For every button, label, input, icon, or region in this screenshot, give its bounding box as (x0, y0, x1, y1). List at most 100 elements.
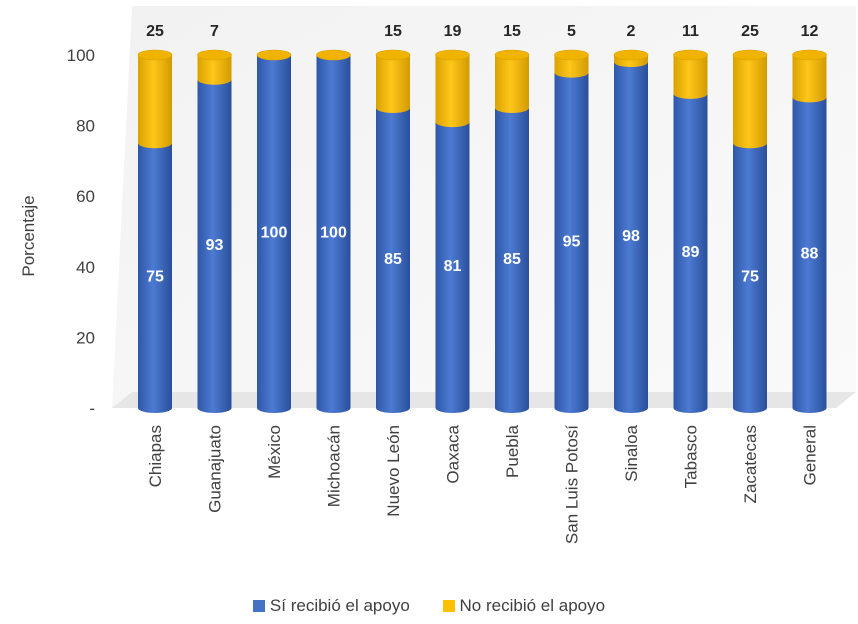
bar-no (376, 55, 410, 113)
bar-cap-no (732, 49, 768, 61)
back-wall (112, 6, 856, 408)
x-tick-label: Nuevo León (384, 425, 403, 517)
legend-swatch-si (252, 600, 265, 612)
floor (112, 392, 856, 408)
y-tick-label: 100 (67, 46, 95, 65)
x-tick-label: Zacatecas (741, 425, 760, 503)
bar-si (257, 55, 291, 413)
y-axis: - 20 40 60 80 100 (67, 46, 95, 418)
x-tick-label: Oaxaca (444, 424, 463, 483)
bar-no (673, 55, 708, 99)
data-label-si: 75 (741, 269, 759, 286)
data-label-si: 88 (801, 246, 819, 263)
y-tick-label: 40 (76, 258, 95, 277)
y-tick-label: - (89, 399, 95, 418)
y-tick-label: 20 (76, 328, 95, 347)
x-tick-label: México (265, 425, 284, 479)
x-tick-label: Tabasco (682, 425, 701, 488)
bar-group-0: 75 25 (137, 23, 173, 413)
bar-cap-no (435, 49, 470, 61)
bar-group-10: 75 25 (732, 23, 768, 413)
bar-no (197, 55, 232, 85)
bar-si (138, 143, 172, 413)
data-label-si: 95 (563, 233, 581, 250)
x-tick-label: Puebla (503, 424, 522, 477)
x-tick-label: San Luis Potosí (563, 425, 582, 544)
bar-cap (256, 49, 292, 61)
bar-cap-no (137, 49, 173, 61)
data-label-no: 7 (210, 23, 219, 40)
bar-group-1: 93 7 (197, 23, 232, 414)
bar-cap-no (673, 49, 708, 61)
data-label-no: 5 (567, 23, 576, 40)
data-label-no: 2 (627, 23, 636, 40)
plot-backdrop (112, 6, 856, 408)
bar-group-3: 100 (316, 49, 351, 413)
bar-si (435, 122, 470, 413)
bar-no (792, 55, 827, 103)
bar-cap-no (613, 49, 649, 61)
bar-si (792, 97, 827, 414)
legend-swatch-no (442, 600, 455, 612)
data-label-si: 75 (146, 269, 164, 286)
bar-si (316, 55, 351, 413)
legend-item-no: No recibió el apoyo (442, 596, 606, 616)
bar-si (733, 143, 767, 413)
bar-group-9: 89 11 (673, 23, 708, 413)
bar-group-8: 98 2 (613, 23, 649, 414)
bar-group-4: 85 15 (375, 23, 411, 413)
data-label-no: 15 (384, 23, 402, 40)
bar-no (733, 55, 767, 149)
bar-group-5: 81 19 (435, 23, 470, 413)
bar-no (138, 55, 172, 149)
data-label-si: 85 (384, 251, 402, 268)
legend-item-si: Sí recibió el apoyo (252, 596, 410, 616)
bar-si (614, 62, 648, 414)
bar-cap-no (197, 49, 232, 61)
x-axis: Chiapas Guanajuato México Michoacán Nuevo Le… (146, 424, 820, 544)
bar-si (197, 79, 232, 414)
data-label-si: 93 (206, 237, 224, 254)
bar-group-7: 95 5 (554, 23, 589, 414)
data-label-no: 12 (801, 23, 819, 40)
legend-label-si: Sí recibió el apoyo (269, 596, 410, 615)
bar-si (495, 107, 529, 413)
data-label-si: 100 (261, 225, 288, 242)
bar-si (673, 93, 708, 413)
bar-no (554, 55, 589, 78)
data-label-si: 100 (320, 225, 347, 242)
legend-label-no: No recibió el apoyo (459, 596, 606, 615)
data-label-no: 25 (146, 23, 164, 40)
x-tick-label: General (801, 425, 820, 485)
data-label-si: 98 (622, 228, 640, 245)
bar-cap-no (792, 49, 827, 61)
data-label-no: 19 (444, 23, 462, 40)
x-tick-label: Sinaloa (622, 424, 641, 481)
data-label-si: 85 (503, 251, 521, 268)
legend: Sí recibió el apoyo No recibió el apoyo (0, 596, 858, 617)
bar-si (376, 107, 410, 413)
data-label-no: 11 (682, 23, 699, 40)
bars-group: 75 25 93 7 100 100 85 15 81 19 85 15 95 5 98 2 89 11 75 25 8… (137, 23, 827, 414)
bar-cap (316, 49, 351, 61)
data-label-si: 89 (682, 244, 700, 261)
bar-group-2: 100 (256, 49, 292, 413)
data-label-si: 81 (444, 258, 462, 275)
bar-cap-no (554, 49, 589, 61)
bar-no (495, 55, 529, 113)
x-tick-label: Michoacán (325, 425, 344, 507)
bar-group-6: 85 15 (494, 23, 530, 413)
bar-cap-no (494, 49, 530, 61)
data-label-no: 15 (503, 23, 521, 40)
x-tick-label: Chiapas (146, 425, 165, 487)
data-label-no: 25 (741, 23, 759, 40)
bar-group-11: 88 12 (792, 23, 827, 414)
y-tick-label: 60 (76, 187, 95, 206)
x-tick-label: Guanajuato (206, 425, 225, 513)
bar-si (554, 72, 589, 414)
y-tick-label: 80 (76, 117, 95, 136)
bar-cap-no (375, 49, 411, 61)
bar-no (435, 55, 470, 128)
